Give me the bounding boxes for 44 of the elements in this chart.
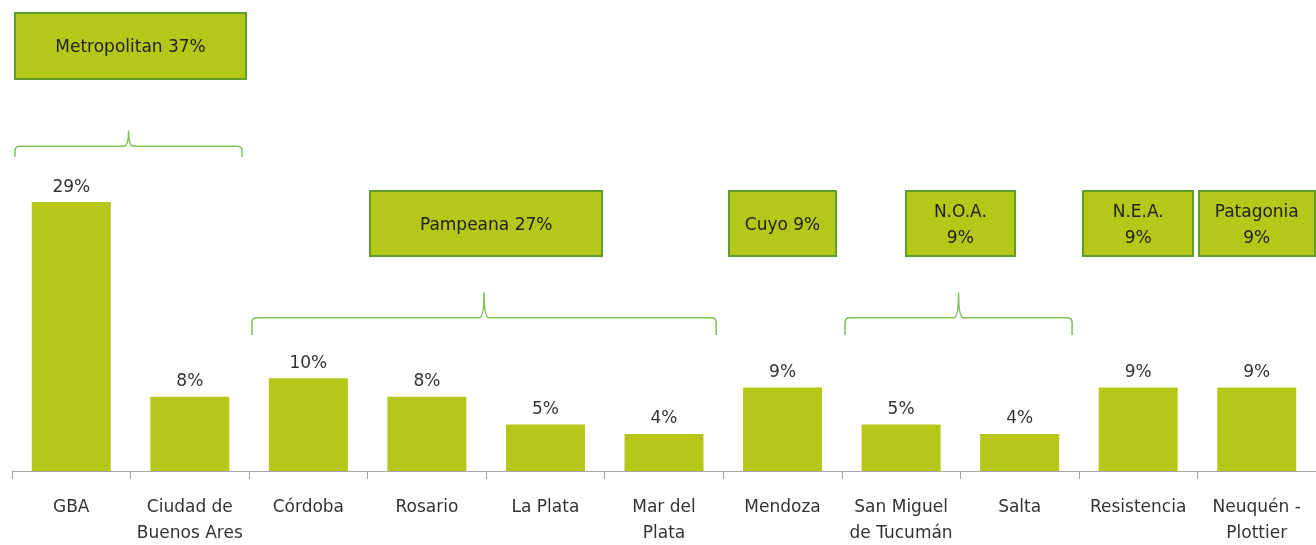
data-label: 9% bbox=[1243, 361, 1271, 382]
label-box: N.O.A. 9% bbox=[904, 190, 1016, 257]
data-label: 10% bbox=[289, 351, 328, 372]
data-label: 29% bbox=[52, 175, 91, 196]
label-box: Pampeana 27% bbox=[369, 190, 604, 257]
x-tick-label: GBA bbox=[53, 496, 90, 516]
x-tick-label: Neuquén - Plottier bbox=[1212, 496, 1301, 542]
annotation: N.E.A. 9% bbox=[1111, 199, 1165, 249]
x-tick-label: La Plata bbox=[511, 496, 580, 516]
x-tick-label: Córdoba bbox=[272, 496, 345, 516]
bar bbox=[387, 396, 467, 471]
bar bbox=[505, 424, 585, 471]
x-tick-label: Mendoza bbox=[744, 496, 821, 516]
data-label: 4% bbox=[650, 407, 678, 428]
annotation: Cuyo 9% bbox=[743, 212, 822, 236]
x-tick-label: Mar del Plata bbox=[632, 496, 696, 542]
annotation: N.O.A. 9% bbox=[932, 199, 988, 249]
data-label: 8% bbox=[176, 370, 204, 391]
x-tick-label: San Miguel de Tucumán bbox=[849, 496, 953, 542]
label-box: Metropolitan 37% bbox=[14, 12, 248, 80]
data-label: 9% bbox=[1124, 361, 1152, 382]
label-box: Cuyo 9% bbox=[728, 190, 838, 257]
data-label: 8% bbox=[413, 370, 441, 391]
bar bbox=[150, 396, 230, 471]
data-label: 4% bbox=[1006, 407, 1034, 428]
x-tick-label: Resistencia bbox=[1090, 496, 1187, 516]
x-tick-label: Salta bbox=[998, 496, 1042, 516]
bar bbox=[31, 202, 111, 471]
bar bbox=[1098, 387, 1178, 471]
x-tick-label: Ciudad de Buenos Ares bbox=[136, 496, 243, 542]
label-box: N.E.A. 9% bbox=[1082, 190, 1195, 257]
bar bbox=[743, 387, 823, 471]
x-tick-label: Rosario bbox=[395, 496, 459, 516]
data-label: 9% bbox=[769, 361, 797, 382]
annotation: Patagonia 9% bbox=[1213, 199, 1300, 249]
annotation: Pampeana 27% bbox=[418, 212, 554, 236]
bar bbox=[268, 378, 348, 471]
data-label: 5% bbox=[531, 398, 559, 419]
label-box: Patagonia 9% bbox=[1197, 190, 1316, 257]
bar bbox=[624, 433, 704, 471]
bar bbox=[980, 433, 1060, 471]
data-label: 5% bbox=[887, 398, 915, 419]
bar bbox=[1217, 387, 1297, 471]
bar bbox=[861, 424, 941, 471]
